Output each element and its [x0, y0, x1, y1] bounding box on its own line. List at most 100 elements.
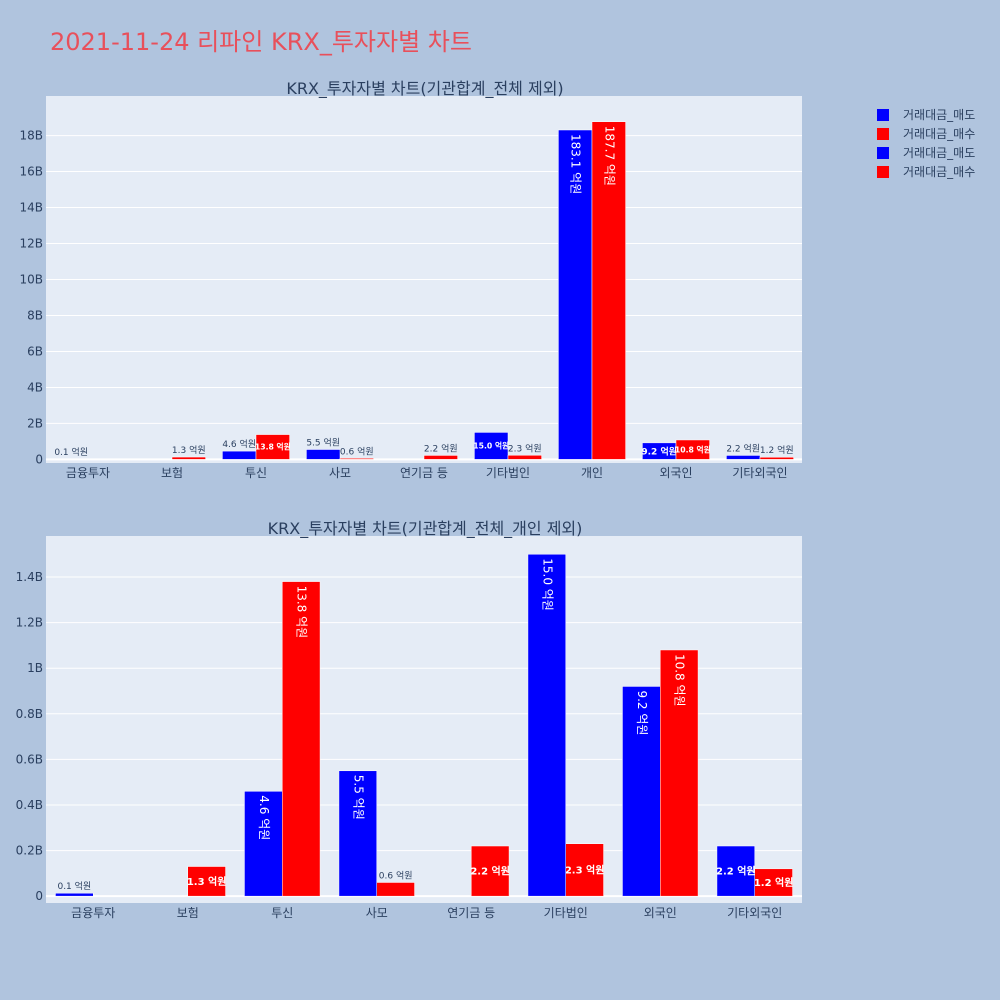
data-label: 1.3 억원 [187, 875, 227, 888]
data-label: 4.6 억원 [257, 795, 271, 840]
y-tick-label: 4B [27, 380, 43, 394]
chart-title: KRX_투자자별 차트(기관합계_전체 제외) [286, 79, 563, 99]
x-tick-label: 기타외국인 [732, 466, 787, 480]
bar [591, 121, 626, 460]
y-tick-label: 8B [27, 308, 43, 322]
bar [376, 882, 415, 897]
data-label: 4.6 억원 [222, 438, 256, 450]
y-tick-label: 0.4B [16, 798, 43, 812]
bar [255, 434, 290, 460]
bar [675, 439, 710, 460]
legend-swatch [877, 147, 889, 159]
y-tick-label: 1B [27, 661, 43, 675]
bar [222, 450, 257, 460]
bar [187, 866, 226, 897]
bar [471, 845, 510, 897]
data-label: 1.2 억원 [754, 876, 794, 889]
bar [507, 455, 542, 460]
y-tick-label: 0 [35, 452, 43, 466]
chart-1: 0 2B 4B 6B 8B 10B 12B 14B 16B 18B KRX_투자자별 차트(기관합계… [19, 79, 802, 480]
data-label: 5.5 억원 [351, 775, 365, 820]
bar [423, 455, 458, 460]
bar [244, 791, 283, 897]
x-tick-label: 기타법인 [486, 466, 530, 480]
bar [716, 845, 756, 897]
y-tick-label: 6B [27, 344, 43, 358]
x-tick-label: 연기금 등 [447, 906, 495, 920]
bar [474, 432, 509, 460]
data-label: 2.2 억원 [726, 442, 760, 454]
data-label: 0.1 억원 [54, 446, 88, 458]
data-label: 1.3 억원 [172, 444, 206, 456]
data-label: 0.6 억원 [379, 869, 413, 881]
bar [527, 553, 567, 897]
chart-title: KRX_투자자별 차트(기관합계_전체_개인 제외) [268, 519, 583, 539]
y-tick-label: 1.4B [16, 570, 43, 584]
data-label: 2.3 억원 [565, 863, 605, 876]
data-label: 9.2 억원 [635, 690, 649, 735]
bar [558, 129, 593, 460]
data-label: 183.1 억원 [569, 134, 583, 194]
bar [339, 458, 374, 460]
data-label: 15.0 억원 [473, 441, 509, 451]
y-tick-label: 2B [27, 416, 43, 430]
legend-label: 거래대금_매도 [903, 108, 975, 122]
bar [622, 686, 661, 897]
x-tick-label: 외국인 [659, 466, 692, 480]
bar [282, 581, 321, 897]
legend-label: 거래대금_매수 [903, 127, 975, 141]
bar [338, 770, 378, 897]
bar [55, 892, 94, 897]
x-tick-label: 금융투자 [71, 906, 115, 920]
data-label: 0.6 억원 [340, 445, 374, 457]
y-tick-label: 18B [19, 129, 43, 143]
bar [754, 868, 793, 897]
data-label: 187.7 억원 [602, 126, 616, 186]
y-tick-label: 0 [35, 889, 43, 903]
legend-swatch [877, 109, 889, 121]
y-tick-label: 1.2B [16, 616, 43, 630]
x-tick-label: 연기금 등 [400, 466, 448, 480]
data-label: 5.5 억원 [306, 437, 340, 449]
data-label: 13.8 억원 [255, 442, 291, 452]
data-label: 10.8 억원 [675, 444, 711, 454]
bar [171, 456, 206, 460]
x-tick-label: 보험 [161, 466, 183, 480]
bar [565, 843, 604, 897]
x-tick-label: 사모 [329, 466, 351, 480]
x-tick-label: 투신 [271, 906, 293, 920]
data-label: 2.2 억원 [424, 442, 458, 454]
data-label: 13.8 억원 [295, 586, 309, 639]
y-tick-label: 0.8B [16, 707, 43, 721]
data-label: 2.2 억원 [470, 865, 510, 878]
y-tick-label: 0.2B [16, 844, 43, 858]
legend-label: 거래대금_매수 [903, 165, 975, 179]
data-label: 0.1 억원 [57, 880, 91, 892]
data-label: 9.2 억원 [641, 445, 677, 457]
x-tick-label: 보험 [177, 906, 199, 920]
bar [726, 455, 761, 460]
y-tick-label: 14B [19, 201, 43, 215]
x-tick-label: 외국인 [644, 906, 677, 920]
y-tick-label: 0.6B [16, 752, 43, 766]
data-label: 1.2 억원 [760, 444, 794, 456]
data-label: 15.0 억원 [540, 558, 554, 611]
data-label: 2.3 억원 [508, 442, 542, 454]
bar [660, 649, 699, 897]
x-tick-label: 개인 [581, 466, 603, 480]
y-tick-label: 10B [19, 273, 43, 287]
legend-swatch [877, 128, 889, 140]
bar [306, 449, 341, 460]
bar [759, 456, 794, 460]
data-label: 10.8 억원 [673, 654, 687, 707]
chart-2: 0 0.2B 0.4B 0.6B 0.8B 1B 1.2B 1.4B KRX_투자자별 차트(기… [16, 519, 802, 920]
x-tick-label: 기타법인 [544, 906, 588, 920]
x-tick-label: 금융투자 [66, 466, 110, 480]
legend-label: 거래대금_매도 [903, 146, 975, 160]
data-label: 2.2 억원 [716, 865, 756, 878]
x-tick-label: 사모 [366, 906, 388, 920]
x-tick-label: 기타외국인 [727, 906, 782, 920]
y-tick-label: 16B [19, 165, 43, 179]
